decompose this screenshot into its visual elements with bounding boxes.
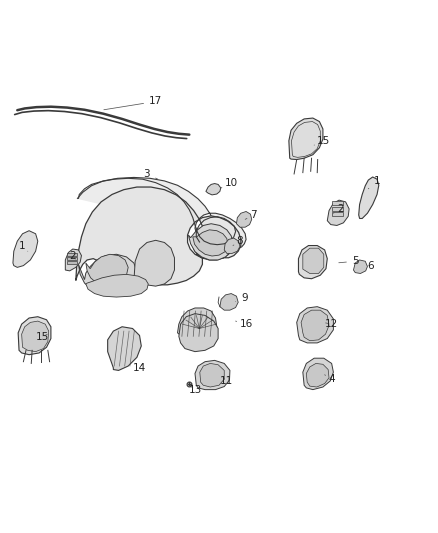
Bar (332, 207, 343, 211)
Text: 15: 15 (35, 332, 49, 342)
Polygon shape (188, 224, 233, 260)
Text: 4: 4 (325, 374, 335, 384)
Polygon shape (65, 249, 81, 271)
Text: 8: 8 (233, 236, 243, 246)
Polygon shape (86, 274, 148, 297)
Polygon shape (177, 308, 217, 342)
Polygon shape (224, 238, 240, 253)
Bar (332, 212, 343, 216)
Polygon shape (195, 360, 230, 390)
Text: 6: 6 (367, 261, 374, 271)
Polygon shape (78, 254, 137, 294)
Polygon shape (77, 177, 246, 250)
Polygon shape (200, 364, 224, 387)
Bar (67, 261, 77, 264)
Text: 13: 13 (188, 385, 201, 394)
Polygon shape (297, 306, 333, 343)
Polygon shape (108, 327, 141, 370)
Text: 5: 5 (339, 256, 359, 266)
Text: 2: 2 (69, 251, 76, 261)
Polygon shape (237, 212, 252, 227)
Polygon shape (303, 248, 324, 273)
Polygon shape (327, 200, 349, 225)
Polygon shape (306, 364, 329, 387)
Polygon shape (220, 294, 238, 310)
Polygon shape (206, 183, 221, 195)
Text: 11: 11 (220, 376, 233, 386)
Polygon shape (18, 317, 51, 354)
Polygon shape (13, 231, 38, 268)
Polygon shape (76, 187, 241, 285)
Text: 14: 14 (133, 363, 146, 373)
Text: 7: 7 (245, 210, 256, 220)
Bar (67, 253, 77, 256)
Text: 1: 1 (18, 240, 28, 251)
Polygon shape (134, 240, 174, 286)
Text: 2: 2 (333, 204, 344, 214)
Text: 16: 16 (236, 319, 253, 329)
Text: 10: 10 (221, 177, 238, 188)
Polygon shape (193, 230, 228, 256)
Polygon shape (303, 358, 333, 390)
Polygon shape (86, 254, 128, 286)
Text: 15: 15 (314, 136, 330, 146)
Polygon shape (298, 246, 327, 279)
Polygon shape (359, 177, 379, 219)
Bar (67, 257, 77, 260)
Text: 1: 1 (368, 176, 380, 189)
Text: 3: 3 (144, 169, 158, 179)
Text: 17: 17 (104, 96, 162, 110)
Text: 9: 9 (236, 293, 247, 303)
Polygon shape (353, 260, 367, 273)
Bar (332, 201, 343, 205)
Polygon shape (289, 118, 323, 159)
Polygon shape (179, 313, 218, 352)
Polygon shape (21, 321, 49, 352)
Polygon shape (301, 310, 329, 341)
Text: 12: 12 (325, 319, 338, 329)
